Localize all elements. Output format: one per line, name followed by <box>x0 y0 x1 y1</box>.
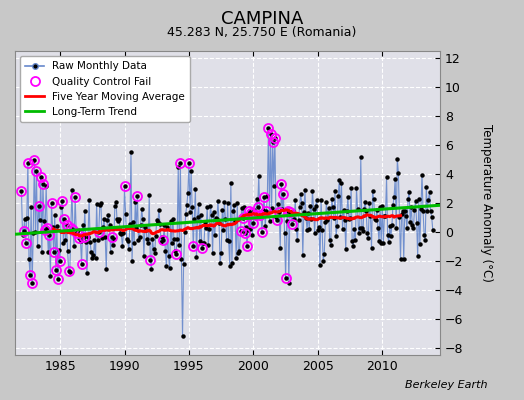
Text: CAMPINA: CAMPINA <box>221 10 303 28</box>
Text: Berkeley Earth: Berkeley Earth <box>405 380 487 390</box>
Text: 45.283 N, 25.750 E (Romania): 45.283 N, 25.750 E (Romania) <box>167 26 357 39</box>
Legend: Raw Monthly Data, Quality Control Fail, Five Year Moving Average, Long-Term Tren: Raw Monthly Data, Quality Control Fail, … <box>20 56 190 122</box>
Y-axis label: Temperature Anomaly (°C): Temperature Anomaly (°C) <box>481 124 493 282</box>
